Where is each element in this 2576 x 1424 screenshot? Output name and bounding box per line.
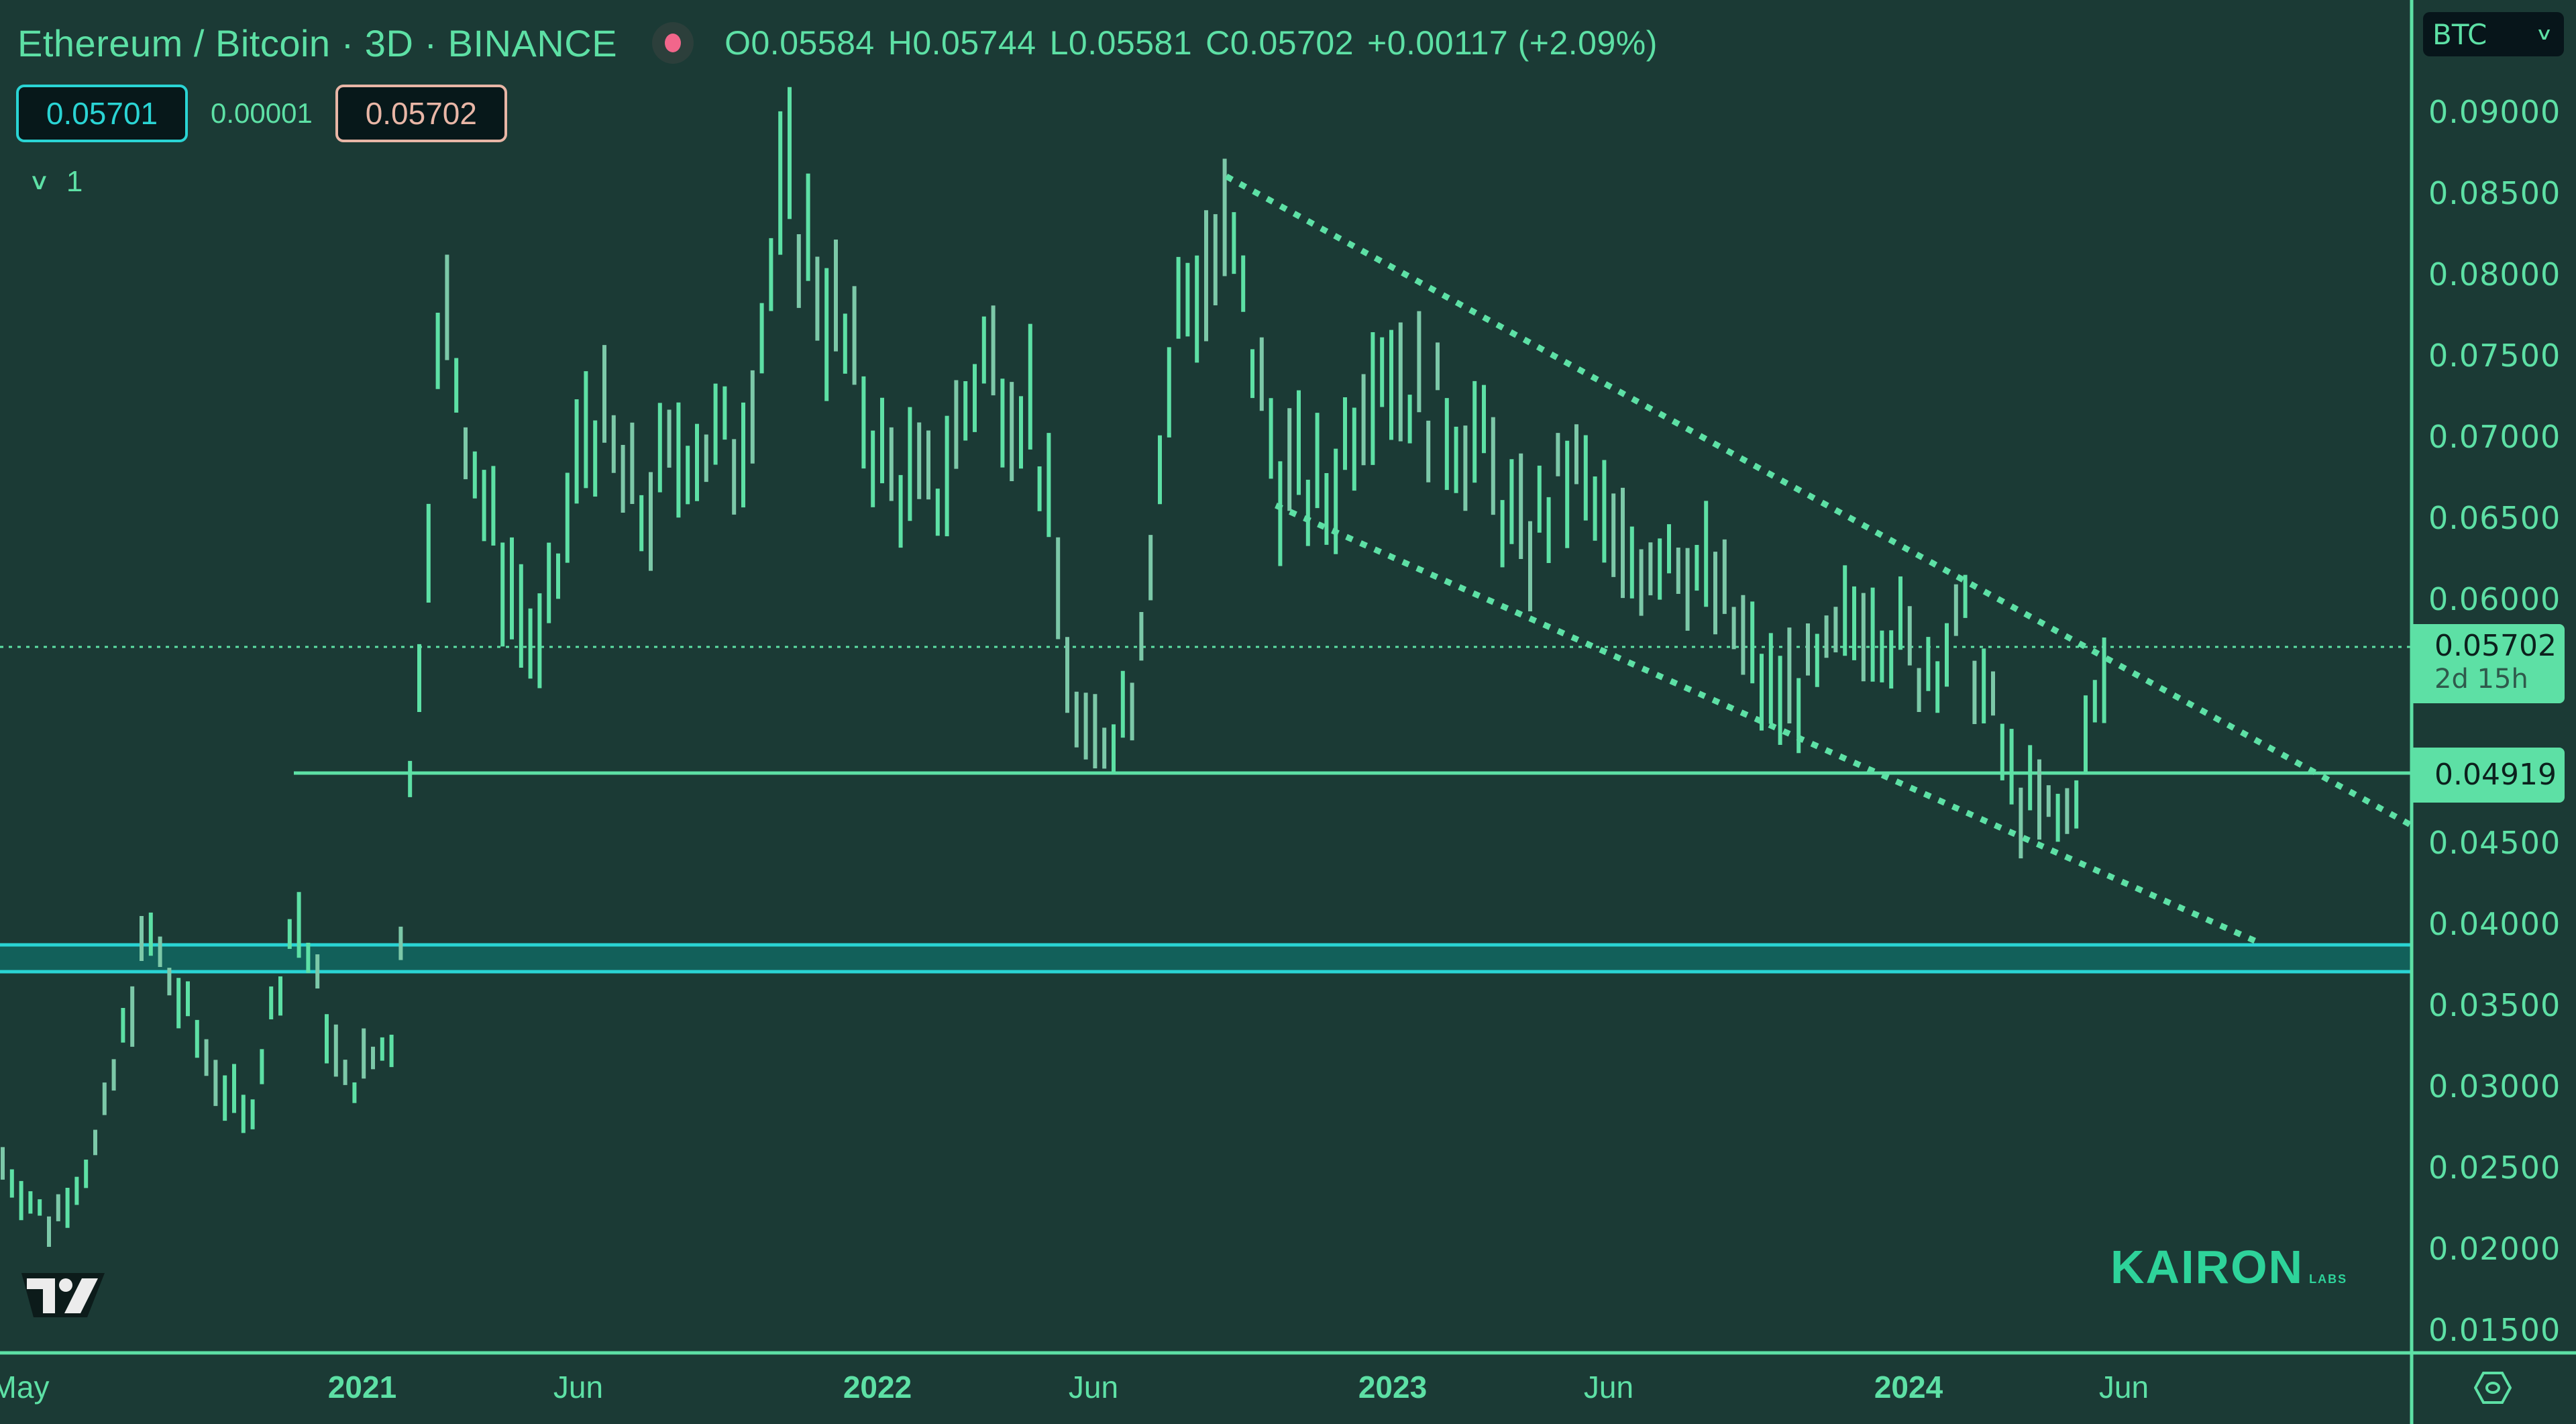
y-tick: 0.04500 bbox=[2428, 825, 2561, 861]
ohlc-bars bbox=[1, 87, 2106, 1248]
x-tick: Jun bbox=[553, 1370, 604, 1405]
brand-sub: LABS bbox=[2309, 1272, 2348, 1286]
chart-settings-icon[interactable] bbox=[2474, 1370, 2512, 1405]
currency-value: BTC bbox=[2432, 17, 2487, 51]
change-value: +0.00117 (+2.09%) bbox=[1367, 24, 1658, 62]
live-dot-icon bbox=[665, 34, 682, 52]
x-tick: Jun bbox=[2098, 1370, 2149, 1405]
spread-value: 0.00001 bbox=[211, 97, 313, 129]
chart-header: Ethereum / Bitcoin · 3D · BINANCE O0.055… bbox=[17, 19, 1671, 67]
ohlc-values: O0.05584 H0.05744 L0.05581 C0.05702 +0.00117… bbox=[724, 23, 1671, 62]
kairon-labs-watermark: KAIRON LABS bbox=[2110, 1243, 2347, 1290]
level-price-tag: 0.04919 bbox=[2413, 748, 2565, 803]
trading-pricebar: 0.05701 0.00001 0.05702 bbox=[16, 85, 507, 142]
chevron-down-icon: ∨ bbox=[28, 169, 50, 195]
y-tick: 0.08500 bbox=[2428, 175, 2561, 211]
low-value: L0.05581 bbox=[1049, 24, 1193, 62]
bar-countdown: 2d 15h bbox=[2434, 664, 2528, 695]
currency-select[interactable]: BTC ∨ bbox=[2423, 12, 2564, 56]
indicators-count: 1 bbox=[66, 165, 83, 198]
open-value: O0.05584 bbox=[724, 24, 875, 62]
sell-button[interactable]: 0.05701 bbox=[16, 85, 188, 142]
market-status-indicator[interactable] bbox=[652, 22, 694, 64]
chevron-down-icon: ∨ bbox=[2535, 24, 2553, 44]
y-tick: 0.03000 bbox=[2428, 1068, 2561, 1105]
support-band[interactable] bbox=[0, 945, 2412, 972]
last-price-tag: 0.05702 2d 15h bbox=[2413, 624, 2565, 703]
y-tick: 0.01500 bbox=[2428, 1312, 2561, 1348]
tradingview-logo[interactable] bbox=[20, 1272, 107, 1319]
high-value: H0.05744 bbox=[888, 24, 1036, 62]
x-tick: Jun bbox=[1583, 1370, 1634, 1405]
x-tick: Jun bbox=[1068, 1370, 1119, 1405]
brand-name: KAIRON bbox=[2110, 1241, 2304, 1293]
x-tick-year: 2023 bbox=[1358, 1370, 1428, 1405]
buy-button[interactable]: 0.05702 bbox=[335, 85, 507, 142]
indicators-toggle[interactable]: ∨ 1 bbox=[28, 165, 83, 199]
y-tick: 0.08000 bbox=[2428, 256, 2561, 293]
x-tick-year: 2021 bbox=[327, 1370, 397, 1405]
x-tick: May bbox=[0, 1370, 50, 1405]
channel-upper-trendline[interactable] bbox=[1224, 173, 2416, 830]
close-value: C0.05702 bbox=[1205, 24, 1354, 62]
channel-lower-trendline[interactable] bbox=[1275, 503, 2268, 949]
y-tick: 0.09000 bbox=[2428, 94, 2561, 130]
y-tick: 0.07000 bbox=[2428, 419, 2561, 455]
y-tick: 0.07500 bbox=[2428, 338, 2561, 374]
y-tick: 0.04000 bbox=[2428, 906, 2561, 942]
x-tick-year: 2024 bbox=[1874, 1370, 1943, 1405]
y-tick: 0.02000 bbox=[2428, 1231, 2561, 1267]
y-tick: 0.02500 bbox=[2428, 1150, 2561, 1186]
y-tick: 0.06000 bbox=[2428, 581, 2561, 617]
symbol-title[interactable]: Ethereum / Bitcoin · 3D · BINANCE bbox=[17, 21, 618, 64]
y-tick: 0.06500 bbox=[2428, 500, 2561, 536]
last-price-value: 0.05702 bbox=[2434, 629, 2557, 663]
x-tick-year: 2022 bbox=[843, 1370, 912, 1405]
y-tick: 0.03500 bbox=[2428, 987, 2561, 1023]
